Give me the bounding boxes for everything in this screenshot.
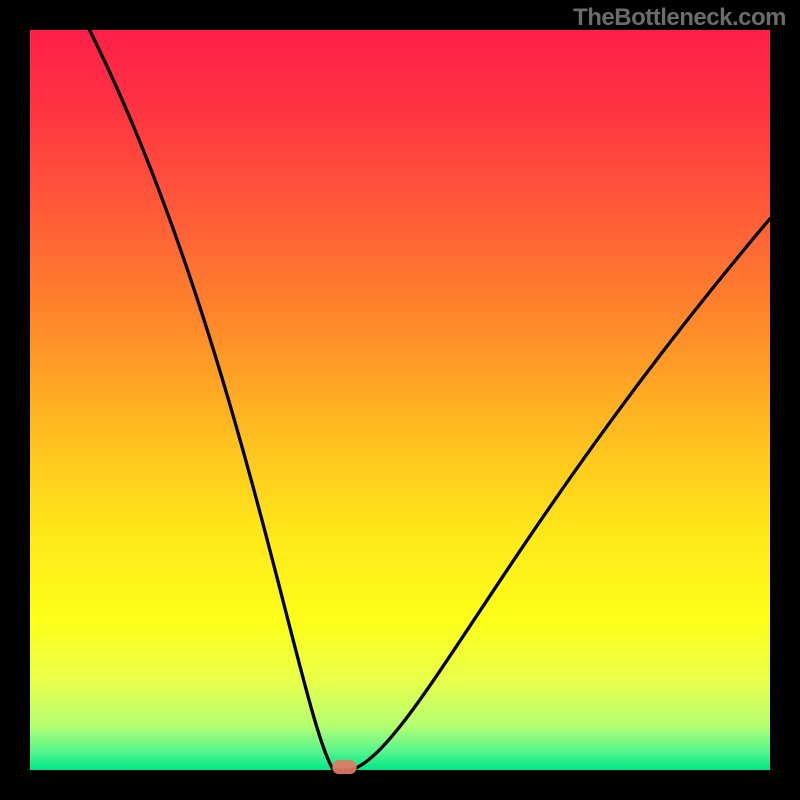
optimal-marker: [332, 760, 356, 774]
watermark-text: TheBottleneck.com: [573, 4, 786, 32]
chart-container: TheBottleneck.com: [0, 0, 800, 800]
bottleneck-chart: [0, 0, 800, 800]
